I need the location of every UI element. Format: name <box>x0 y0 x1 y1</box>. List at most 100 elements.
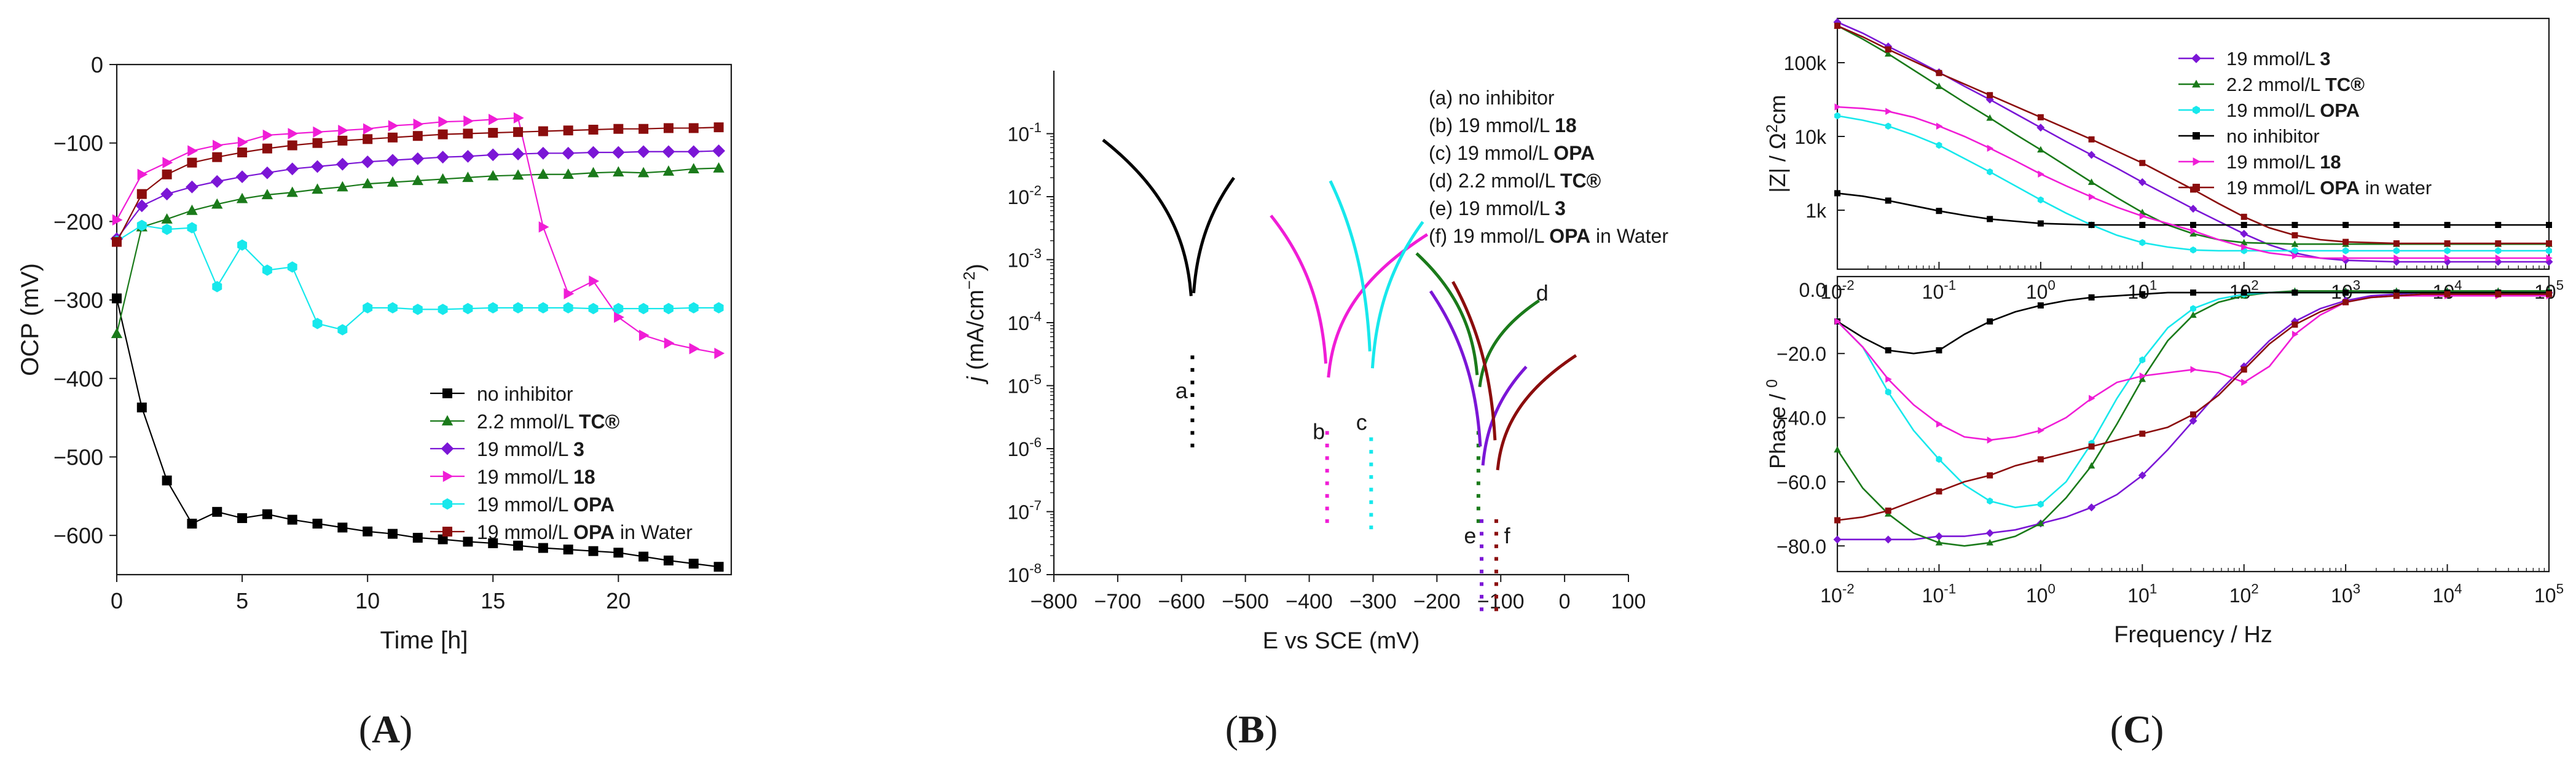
x-tick-label-c-bottom-0: 10-2 <box>1820 581 1855 607</box>
data-point-a-2-1 <box>135 199 149 213</box>
y-axis-label-c-top-main: |Z| / Ω <box>1765 133 1790 193</box>
legend-label-b-1-part-0: (b) 19 mmol/L <box>1429 114 1555 136</box>
panel-label-paren-close-b: ) <box>1265 707 1278 751</box>
data-point-a-1-18 <box>562 168 574 179</box>
impedance-point-5-22 <box>2393 240 2400 246</box>
impedance-point-1-2 <box>1884 50 1892 57</box>
impedance-point-1-8 <box>2037 146 2044 153</box>
tafel-dot-a-0 <box>1190 355 1195 360</box>
data-point-a-2-14 <box>461 150 474 163</box>
legend-label-c-4-part-0: 19 mmol/L <box>2226 151 2320 173</box>
x-tick-label-c-bottom-2-base: 10 <box>2026 584 2048 607</box>
y-tick-label-b-4-exp: -5 <box>1029 372 1042 387</box>
impedance-point-2-18 <box>2291 247 2298 254</box>
y-tick-label-a-2: −200 <box>53 209 103 234</box>
impedance-point-2-0 <box>1834 112 1840 120</box>
data-point-a-2-11 <box>386 154 399 167</box>
data-point-a-0-13 <box>438 534 448 545</box>
y-axis-label-c-top-end: cm <box>1765 95 1790 124</box>
legend-label-c-5-part-2: in water <box>2360 177 2432 199</box>
data-point-a-3-19 <box>589 275 600 287</box>
tafel-cathodic-e <box>1429 290 1482 447</box>
impedance-point-5-2 <box>1885 46 1891 53</box>
legend-label-a-0-part-0: no inhibitor <box>477 383 573 405</box>
data-point-a-3-18 <box>564 288 575 300</box>
y-tick-label-b-1: 10-2 <box>1007 183 1042 208</box>
data-point-a-2-22 <box>662 145 675 159</box>
data-point-a-1-19 <box>587 167 599 178</box>
y-tick-label-c-bottom-4: −80.0 <box>1777 535 1826 557</box>
phase-point-5-4 <box>1936 488 1942 495</box>
tafel-anodic-e <box>1481 366 1528 466</box>
phase-point-1-0 <box>1834 446 1841 453</box>
impedance-point-2-14 <box>2190 246 2196 254</box>
tafel-dot-c-6 <box>1369 513 1373 517</box>
data-point-a-4-12 <box>412 304 423 315</box>
data-point-a-3-24 <box>714 347 725 360</box>
panel-b: 10-110-210-310-410-510-610-710-8−800 −700… <box>960 71 1668 751</box>
y-tick-label-a-0: 0 <box>91 52 103 77</box>
tafel-anodic-b <box>1327 233 1429 378</box>
impedance-point-3-22 <box>2393 222 2400 228</box>
y-tick-label-c-bottom-3: −60.0 <box>1777 471 1826 494</box>
tafel-dot-c-7 <box>1369 525 1373 530</box>
legend-marker-c-5 <box>2193 184 2200 191</box>
data-point-a-4-21 <box>638 302 649 315</box>
phase-point-0-2 <box>1884 535 1893 544</box>
data-point-a-0-24 <box>713 562 724 572</box>
impedance-point-4-2 <box>1885 108 1892 115</box>
impedance-point-2-12 <box>2139 239 2146 246</box>
y-tick-label-b-0-exp: -1 <box>1029 120 1042 135</box>
x-tick-label-c-bottom-6-exp: 4 <box>2454 581 2462 597</box>
data-point-a-4-16 <box>513 302 524 314</box>
data-point-a-4-5 <box>237 239 248 251</box>
tafel-dot-a-2 <box>1190 380 1195 385</box>
phase-point-3-20 <box>2342 289 2349 296</box>
legend-label-b-0-part-0: (a) no inhibitor <box>1429 87 1555 109</box>
data-point-a-1-6 <box>261 189 273 200</box>
data-point-a-1-13 <box>437 173 449 184</box>
data-point-a-4-23 <box>688 302 699 314</box>
impedance-point-5-6 <box>1987 92 1993 98</box>
impedance-point-3-14 <box>2190 222 2196 228</box>
y-tick-label-b-7: 10-8 <box>1007 561 1042 586</box>
tafel-dot-f-1 <box>1494 532 1498 536</box>
impedance-point-0-14 <box>2189 205 2197 213</box>
tafel-dot-a-5 <box>1190 418 1195 422</box>
data-point-a-5-11 <box>387 132 398 143</box>
data-point-a-2-5 <box>235 170 249 183</box>
impedance-point-5-8 <box>2037 114 2044 120</box>
impedance-point-5-12 <box>2139 160 2146 167</box>
legend-label-b-1: (b) 19 mmol/L 18 <box>1429 114 1577 136</box>
x-tick-label-b-1: −700 <box>1094 590 1142 613</box>
phase-point-5-6 <box>1987 472 1993 479</box>
phase-point-3-8 <box>2037 302 2044 309</box>
x-tick-label-c-top-1-base: 10 <box>1922 281 1944 303</box>
legend-marker-a-5 <box>442 527 452 537</box>
y-tick-label-c-top-2: 1k <box>1805 200 1827 222</box>
legend-marker-c-0 <box>2191 53 2201 63</box>
data-point-a-5-20 <box>613 124 624 134</box>
curve-label-f: f <box>1504 523 1511 548</box>
tafel-dot-e-7 <box>1480 607 1484 612</box>
impedance-point-4-8 <box>2038 170 2044 178</box>
legend-label-c-3-part-0: no inhibitor <box>2226 125 2320 147</box>
impedance-point-3-28 <box>2546 222 2552 228</box>
y-tick-label-b-4-base: 10 <box>1007 376 1029 398</box>
data-point-a-3-12 <box>413 118 424 130</box>
x-tick-label-c-bottom-3-base: 10 <box>2127 584 2150 607</box>
legend-label-a-1-part-0: 2.2 mmol/L <box>477 411 579 433</box>
y-axis-label-c-top-sup: 2 <box>1764 124 1781 133</box>
curve-label-a: a <box>1176 378 1188 403</box>
data-point-a-0-20 <box>613 548 624 558</box>
phase-point-0-4 <box>1934 532 1943 541</box>
panel-label-paren-close-a: ) <box>399 707 412 751</box>
phase-point-3-10 <box>2088 294 2095 301</box>
phase-point-1-12 <box>2138 375 2146 382</box>
phase-point-4-18 <box>2291 331 2299 338</box>
data-point-a-3-23 <box>689 343 700 355</box>
y-tick-label-a-6: −600 <box>53 523 103 548</box>
data-point-a-2-10 <box>361 155 374 168</box>
panel-c: 10-210-210-110-1100100101101102102103103… <box>1764 17 2564 751</box>
impedance-point-4-0 <box>1834 103 1841 111</box>
